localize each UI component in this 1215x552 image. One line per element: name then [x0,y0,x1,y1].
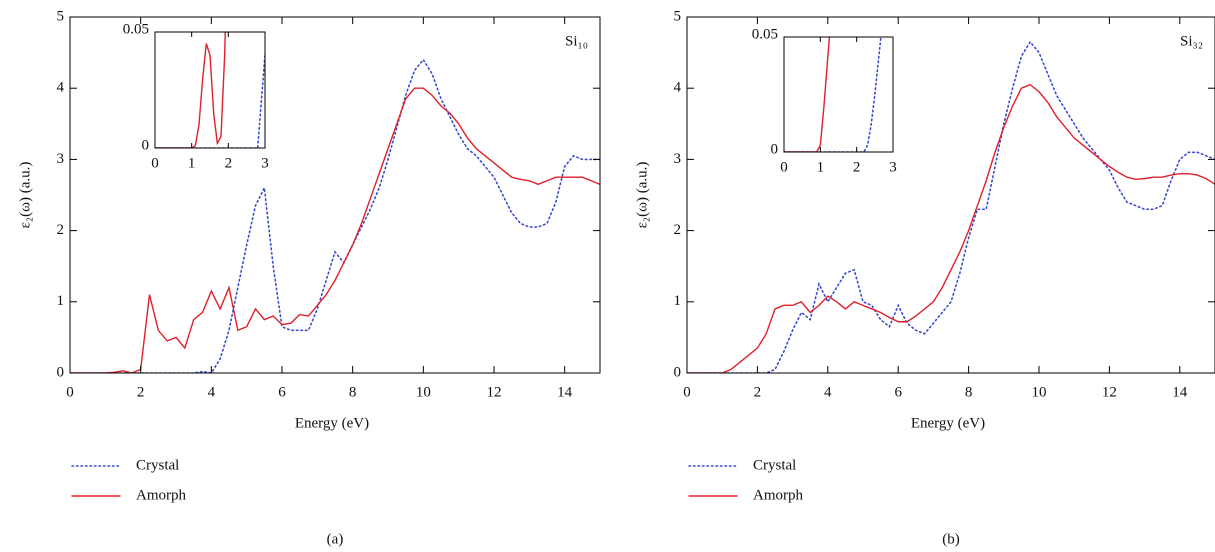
x-tick-label: 6 [278,384,286,400]
panel-annotation: Si₃₂ [1180,33,1203,49]
series-line [70,58,600,373]
x-tick-label: 12 [487,384,502,400]
axes-frame [686,16,1215,374]
x-tick-label: 3 [261,155,269,171]
y-axis-label: ε₂(ω) (a.u.) [634,162,650,229]
axes-frame [69,16,601,374]
x-axis-label: Energy (eV) [295,415,369,431]
x-tick-label: 0 [780,159,788,175]
y-tick-label: 4 [674,80,682,96]
x-tick-label: 4 [208,384,216,400]
legend-label: Crystal [136,457,179,473]
series-line [155,32,226,148]
y-tick-label: 0 [674,364,682,380]
series-line [784,37,882,152]
y-tick-label: 2 [57,222,65,238]
plot-area [70,17,600,373]
y-tick-label: 0 [142,137,150,153]
y-tick-label: 0 [771,141,779,157]
y-tick-label: 3 [57,151,65,167]
x-tick-label: 2 [225,155,233,171]
x-axis-label: Energy (eV) [911,415,985,431]
series-line [687,40,1215,373]
legend-label: Amorph [753,487,803,503]
plot-area [155,32,265,148]
y-tick-label: 1 [57,293,65,309]
x-tick-label: 0 [151,155,159,171]
plot-area [687,17,1215,373]
x-tick-label: 8 [349,384,357,400]
x-tick-label: 8 [965,384,973,400]
x-tick-label: 1 [188,155,196,171]
axes-frame [154,31,266,149]
x-tick-label: 0 [66,384,74,400]
x-tick-label: 1 [817,159,825,175]
x-tick-label: 2 [137,384,145,400]
panel-annotation: Si₁₀ [565,33,588,49]
legend-label: Crystal [753,457,796,473]
y-tick-label: 3 [674,151,682,167]
y-tick-label: 2 [674,222,682,238]
x-tick-label: 10 [1032,384,1047,400]
panel-caption: (a) [327,531,344,547]
legend-label: Amorph [136,487,186,503]
y-tick-label: 0.05 [752,26,778,42]
x-tick-label: 4 [824,384,832,400]
x-tick-label: 12 [1102,384,1117,400]
x-tick-label: 14 [557,384,573,400]
y-tick-label: 0.05 [123,21,149,37]
series-line [70,87,600,373]
x-tick-label: 2 [754,384,762,400]
x-tick-label: 10 [416,384,431,400]
x-tick-label: 0 [683,384,691,400]
series-line [687,83,1215,373]
plot-area [784,37,893,152]
panel-caption: (b) [942,531,960,547]
y-axis-label: ε₂(ω) (a.u.) [17,162,33,229]
axes-frame [783,36,894,153]
y-tick-label: 5 [674,8,682,24]
x-tick-label: 3 [889,159,897,175]
x-tick-label: 2 [853,159,861,175]
y-tick-label: 0 [57,364,65,380]
y-tick-label: 5 [57,8,65,24]
y-tick-label: 1 [674,293,682,309]
x-tick-label: 14 [1172,384,1188,400]
x-tick-label: 6 [894,384,902,400]
y-tick-label: 4 [57,80,65,96]
